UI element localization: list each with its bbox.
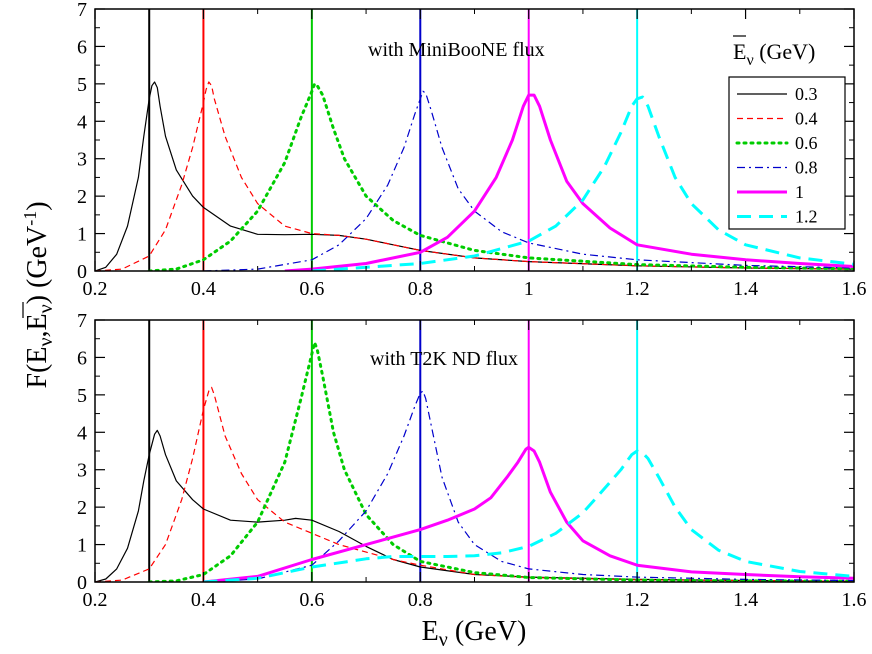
series-line-0.4 bbox=[95, 81, 854, 271]
y-tick-label: 5 bbox=[77, 385, 87, 407]
legend-label-0.6: 0.6 bbox=[795, 133, 818, 153]
ylabel-ebar: E bbox=[22, 313, 53, 330]
series-line-0.6 bbox=[147, 341, 854, 582]
legend-title: Eν (GeV) bbox=[733, 39, 815, 69]
legend-label-0.8: 0.8 bbox=[795, 158, 818, 178]
series-line-0.4 bbox=[95, 386, 854, 582]
plot-frame bbox=[94, 8, 855, 272]
x-tick-label: 1.6 bbox=[842, 278, 867, 300]
y-tick-label: 7 bbox=[77, 310, 87, 332]
y-tick-label: 1 bbox=[77, 535, 87, 557]
reference-lines bbox=[148, 9, 639, 271]
ylabel-prefix: F(E bbox=[22, 347, 53, 389]
ylabel-sub1: ν bbox=[35, 337, 57, 346]
x-tick-label: 0.2 bbox=[83, 278, 108, 300]
x-tick-label: 1.2 bbox=[625, 278, 650, 300]
ylabel-close: ) bbox=[22, 201, 53, 210]
x-tick-label: 1 bbox=[524, 589, 534, 611]
panel-miniboone: 0.2 0.4 0.6 0.8 1 1.2 1.4 1.6 0 1 2 3 4 5 6 7 with Min… bbox=[77, 0, 867, 300]
y-tick-label: 0 bbox=[77, 572, 87, 594]
x-axis-label: Eν (GeV) bbox=[422, 616, 527, 651]
ylabel-sub2: ν bbox=[35, 304, 57, 313]
x-tick-label: 0.4 bbox=[191, 278, 216, 300]
legend-label-0.3: 0.3 bbox=[795, 84, 818, 104]
legend: Eν (GeV) 0.3 0.4 0.6 0.8 1 1.2 bbox=[728, 35, 846, 230]
series-line-1 bbox=[203, 445, 854, 582]
legend-box bbox=[728, 76, 846, 230]
legend-title-e: E bbox=[733, 39, 746, 64]
series-line-1.2 bbox=[203, 449, 854, 582]
x-tick-label: 1.4 bbox=[733, 278, 758, 300]
series-line-1 bbox=[284, 93, 854, 271]
series-line-0.6 bbox=[147, 82, 854, 271]
y-tick-label: 3 bbox=[77, 149, 87, 171]
y-tick-label: 3 bbox=[77, 460, 87, 482]
y-tick-labels: 0 1 2 3 4 5 6 7 bbox=[77, 0, 87, 283]
x-tick-label: 1.6 bbox=[842, 589, 867, 611]
reference-lines bbox=[148, 320, 639, 582]
xlabel-main: E bbox=[422, 616, 439, 647]
panel-t2k: 0.2 0.4 0.6 0.8 1 1.2 1.4 1.6 0 1 2 3 4 5 6 7 with T2K… bbox=[77, 310, 867, 611]
x-tick-label: 0.2 bbox=[83, 589, 108, 611]
series-line-1.2 bbox=[311, 95, 854, 271]
x-tick-label: 0.6 bbox=[299, 589, 324, 611]
panel-title: with T2K ND flux bbox=[370, 348, 518, 370]
series-line-0.8 bbox=[203, 390, 854, 582]
xlabel-sub: ν bbox=[439, 629, 448, 651]
y-tick-label: 2 bbox=[77, 497, 87, 519]
y-tick-label: 2 bbox=[77, 186, 87, 208]
ylabel-exp: -1 bbox=[20, 211, 40, 226]
legend-title-sub: ν bbox=[746, 52, 753, 69]
panel-title: with MiniBooNE flux bbox=[368, 39, 545, 61]
x-tick-label: 0.6 bbox=[299, 278, 324, 300]
x-tick-label: 0.8 bbox=[408, 589, 433, 611]
y-axis-label: F(Eν,Eν) (GeV-1) bbox=[20, 201, 57, 388]
x-tick-label: 1.2 bbox=[625, 589, 650, 611]
y-tick-label: 6 bbox=[77, 347, 87, 369]
x-tick-labels: 0.2 0.4 0.6 0.8 1 1.2 1.4 1.6 bbox=[83, 278, 867, 300]
legend-label-0.4: 0.4 bbox=[795, 109, 818, 129]
y-tick-label: 4 bbox=[77, 422, 87, 444]
y-tick-label: 4 bbox=[77, 111, 87, 133]
y-tick-label: 7 bbox=[77, 0, 87, 21]
x-tick-label: 0.8 bbox=[408, 278, 433, 300]
curves bbox=[95, 81, 854, 271]
y-tick-label: 5 bbox=[77, 74, 87, 96]
series-line-0.3 bbox=[95, 429, 854, 582]
legend-label-1.2: 1.2 bbox=[795, 207, 818, 227]
x-tick-label: 1 bbox=[524, 278, 534, 300]
y-tick-labels: 0 1 2 3 4 5 6 7 bbox=[77, 310, 87, 594]
y-tick-label: 0 bbox=[77, 261, 87, 283]
xlabel-unit: (GeV) bbox=[448, 616, 527, 647]
x-tick-labels: 0.2 0.4 0.6 0.8 1 1.2 1.4 1.6 bbox=[83, 589, 867, 611]
plot-frame bbox=[94, 319, 855, 583]
x-tick-label: 0.4 bbox=[191, 589, 216, 611]
y-tick-label: 6 bbox=[77, 36, 87, 58]
legend-label-1: 1 bbox=[795, 182, 804, 202]
x-tick-label: 1.4 bbox=[733, 589, 758, 611]
ylabel-mid: , bbox=[22, 330, 53, 337]
ylabel-unit: ) (GeV bbox=[22, 226, 53, 305]
y-tick-label: 1 bbox=[77, 224, 87, 246]
legend-rows: 0.3 0.4 0.6 0.8 1 1.2 bbox=[735, 84, 818, 227]
legend-title-unit: (GeV) bbox=[754, 39, 816, 64]
curves bbox=[95, 341, 854, 582]
